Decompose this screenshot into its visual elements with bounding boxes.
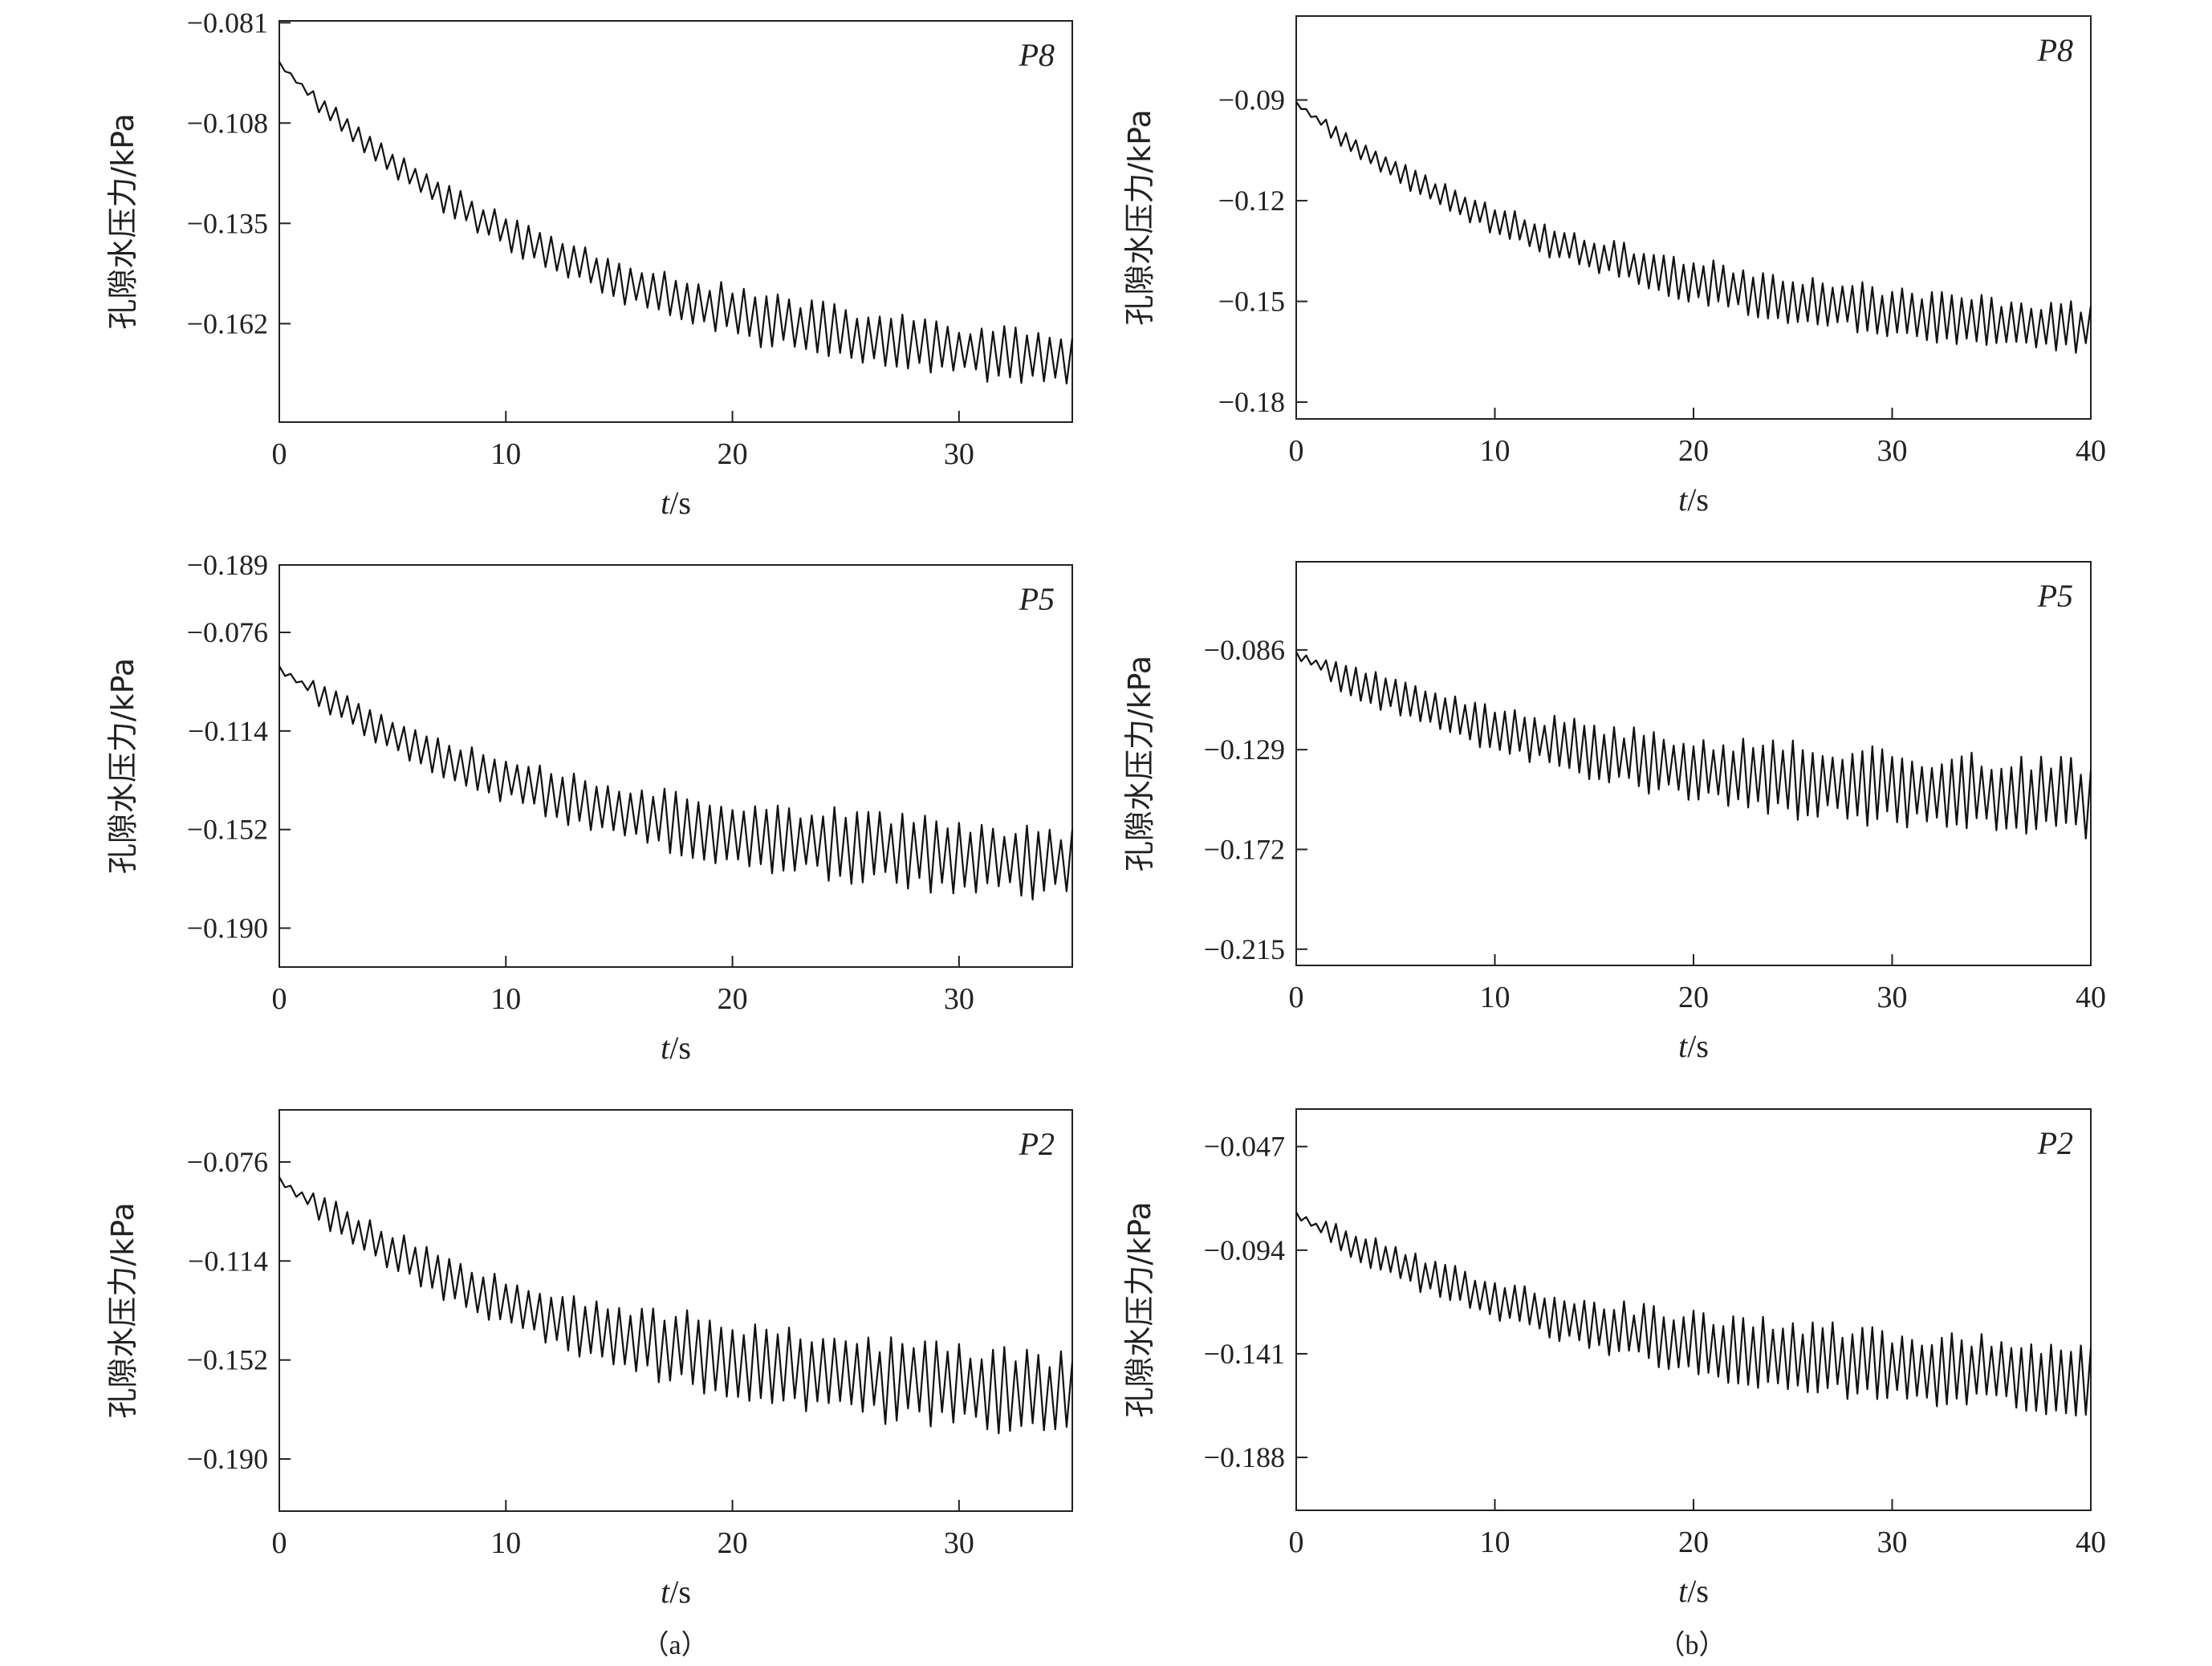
x-tick-label: 30 bbox=[944, 1526, 974, 1560]
x-tick-label: 30 bbox=[944, 437, 974, 471]
x-tick-label: 10 bbox=[490, 1526, 521, 1560]
y-tick-label: −0.135 bbox=[187, 207, 268, 239]
x-axis-label: t/s bbox=[661, 1030, 691, 1066]
x-axis-label: t/s bbox=[1678, 1573, 1709, 1609]
x-tick-label: 10 bbox=[490, 437, 521, 471]
x-tick-label: 10 bbox=[1480, 434, 1511, 468]
y-tick-label: −0.114 bbox=[188, 1245, 268, 1277]
y-axis-label: 孔隙水压力/kPa bbox=[105, 1202, 140, 1418]
panel-tag: P5 bbox=[2037, 578, 2073, 614]
y-axis-label: 孔隙水压力/kPa bbox=[105, 658, 140, 874]
x-axis-label: t/s bbox=[661, 485, 691, 521]
chart-b-p2: −0.047 −0.094 −0.141 −0.188 0 10 20 30 40 t/s 孔隙水压… bbox=[1122, 1108, 2106, 1609]
y-axis-label: 孔隙水压力/kPa bbox=[1122, 656, 1157, 872]
x-tick-label: 40 bbox=[2076, 434, 2106, 468]
y-tick-label: −0.12 bbox=[1218, 185, 1285, 217]
plot-frame bbox=[279, 564, 1073, 968]
y-tick-label: −0.141 bbox=[1204, 1338, 1285, 1370]
x-tick-label: 40 bbox=[2076, 1526, 2106, 1559]
y-tick-label: −0.076 bbox=[187, 616, 268, 648]
y-tick-label: −0.086 bbox=[1204, 634, 1285, 666]
x-axis-label: t/s bbox=[661, 1574, 691, 1610]
x-tick-label: 0 bbox=[272, 1526, 287, 1560]
y-top-label: −0.189 bbox=[187, 549, 268, 581]
series-line-p2 bbox=[1295, 1212, 2092, 1417]
y-tick-label: −0.076 bbox=[187, 1146, 268, 1178]
series-line-p8 bbox=[1295, 101, 2092, 354]
x-tick-label: 30 bbox=[944, 982, 974, 1016]
y-tick-label: −0.162 bbox=[187, 307, 268, 339]
x-tick-label: 0 bbox=[1289, 1526, 1304, 1559]
x-tick-label: 10 bbox=[1480, 981, 1511, 1014]
chart-a-p5: −0.076 −0.114 −0.152 −0.190 −0.189 0 10 20 30 t/s… bbox=[105, 549, 1074, 1066]
chart-a-p2: −0.076 −0.114 −0.152 −0.190 0 10 20 30 t/s 孔隙水压力/… bbox=[105, 1109, 1074, 1610]
y-axis-label: 孔隙水压力/kPa bbox=[105, 113, 140, 329]
x-tick-label: 20 bbox=[718, 982, 748, 1016]
x-tick-label: 20 bbox=[718, 1526, 748, 1560]
x-tick-label: 30 bbox=[1877, 981, 1908, 1014]
panel-tag: P2 bbox=[1019, 1126, 1055, 1162]
x-tick-label: 10 bbox=[1480, 1526, 1511, 1559]
y-tick-label: −0.047 bbox=[1204, 1131, 1285, 1163]
chart-a-p8: −0.081 −0.108 −0.135 −0.162 0 10 20 30 t/s 孔隙水压力/… bbox=[105, 6, 1074, 521]
caption-b: （b） bbox=[1657, 1631, 1726, 1660]
y-tick-label: −0.15 bbox=[1218, 286, 1285, 318]
series-line-p5 bbox=[279, 665, 1074, 900]
y-tick-label: −0.172 bbox=[1204, 833, 1285, 865]
series-line-p2 bbox=[279, 1176, 1074, 1435]
series-line-p5 bbox=[1295, 651, 2092, 839]
y-tick-label: −0.18 bbox=[1218, 386, 1285, 418]
panel-tag: P8 bbox=[2037, 32, 2073, 68]
plot-frame bbox=[1295, 1108, 2092, 1511]
x-tick-label: 40 bbox=[2076, 981, 2106, 1014]
x-tick-label: 20 bbox=[1678, 1526, 1709, 1559]
x-tick-label: 0 bbox=[272, 982, 287, 1016]
y-tick-label: −0.190 bbox=[187, 912, 268, 945]
y-tick-label: −0.190 bbox=[187, 1443, 268, 1475]
y-tick-label: −0.129 bbox=[1204, 733, 1285, 766]
panel-tag: P5 bbox=[1019, 581, 1055, 617]
y-tick-label: −0.108 bbox=[187, 107, 268, 139]
plot-frame bbox=[1295, 15, 2092, 420]
y-tick-label: −0.094 bbox=[1204, 1234, 1285, 1266]
y-tick-label: −0.09 bbox=[1218, 84, 1285, 116]
panel-tag: P8 bbox=[1019, 37, 1055, 73]
x-tick-label: 10 bbox=[490, 982, 521, 1016]
x-tick-label: 20 bbox=[718, 437, 748, 471]
y-tick-label: −0.081 bbox=[187, 6, 268, 39]
y-tick-label: −0.152 bbox=[187, 1344, 268, 1376]
x-axis-label: t/s bbox=[1678, 482, 1709, 518]
y-tick-label: −0.188 bbox=[1204, 1441, 1285, 1473]
series-line-p8 bbox=[279, 61, 1074, 385]
y-tick-label: −0.114 bbox=[188, 715, 268, 747]
x-axis-label: t/s bbox=[1678, 1028, 1709, 1064]
x-tick-label: 0 bbox=[272, 437, 287, 471]
x-tick-label: 20 bbox=[1678, 434, 1709, 468]
panel-tag: P2 bbox=[2037, 1125, 2073, 1161]
x-tick-label: 0 bbox=[1289, 434, 1304, 468]
chart-b-p8: −0.09 −0.12 −0.15 −0.180 10 20 30 40 t/s 孔隙水压力/kP… bbox=[1122, 15, 2106, 518]
y-axis-label: 孔隙水压力/kPa bbox=[1122, 109, 1157, 325]
caption-a: （a） bbox=[641, 1631, 709, 1660]
plot-frame bbox=[279, 20, 1073, 423]
x-tick-label: 30 bbox=[1877, 434, 1908, 468]
y-tick-label: −0.215 bbox=[1204, 933, 1285, 965]
y-tick-label: −0.152 bbox=[187, 814, 268, 846]
y-axis-label: 孔隙水压力/kPa bbox=[1122, 1201, 1157, 1417]
x-tick-label: 30 bbox=[1877, 1526, 1908, 1559]
plot-frame bbox=[279, 1109, 1073, 1512]
x-tick-label: 20 bbox=[1678, 981, 1709, 1014]
x-tick-label: 0 bbox=[1289, 981, 1304, 1014]
